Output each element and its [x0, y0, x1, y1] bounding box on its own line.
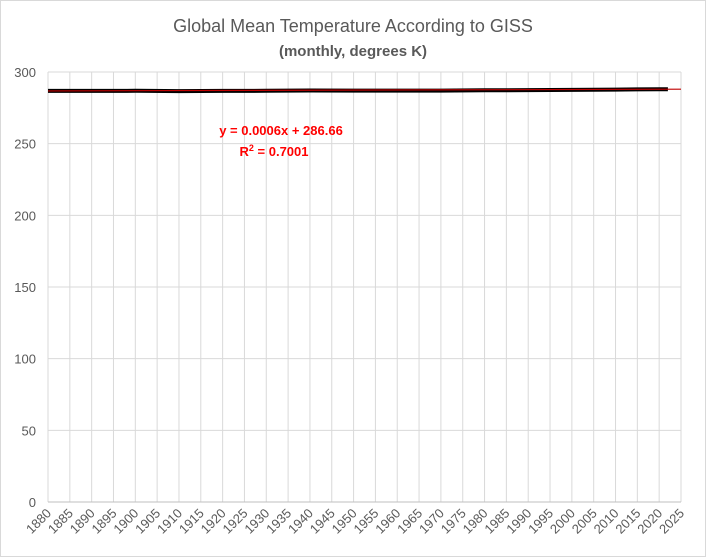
r-squared-value: = 0.7001 [254, 144, 309, 159]
y-tick-label: 250 [14, 137, 36, 152]
y-tick-label: 300 [14, 65, 36, 80]
y-axis-ticks: 0 50 100 150 200 250 300 [14, 65, 36, 510]
y-tick-label: 50 [22, 423, 36, 438]
y-tick-label: 100 [14, 352, 36, 367]
y-tick-label: 0 [29, 495, 36, 510]
trendline [47, 88, 682, 92]
x-tick-label: 2025 [656, 506, 687, 537]
r-squared-base: R [240, 144, 250, 159]
trendline-layer [47, 88, 682, 92]
chart-title: Global Mean Temperature According to GIS… [173, 16, 533, 36]
chart-subtitle: (monthly, degrees K) [279, 43, 427, 60]
x-axis-ticks: 1880188518901895190019051910191519201925… [23, 506, 687, 537]
r-squared-superscript: 2 [249, 143, 254, 153]
r-squared-label: R2 = 0.7001 [240, 143, 309, 159]
grid-lines [47, 71, 682, 502]
y-tick-label: 150 [14, 280, 36, 295]
y-tick-label: 200 [14, 208, 36, 223]
trendline-equation: y = 0.0006x + 286.66 [219, 123, 343, 138]
